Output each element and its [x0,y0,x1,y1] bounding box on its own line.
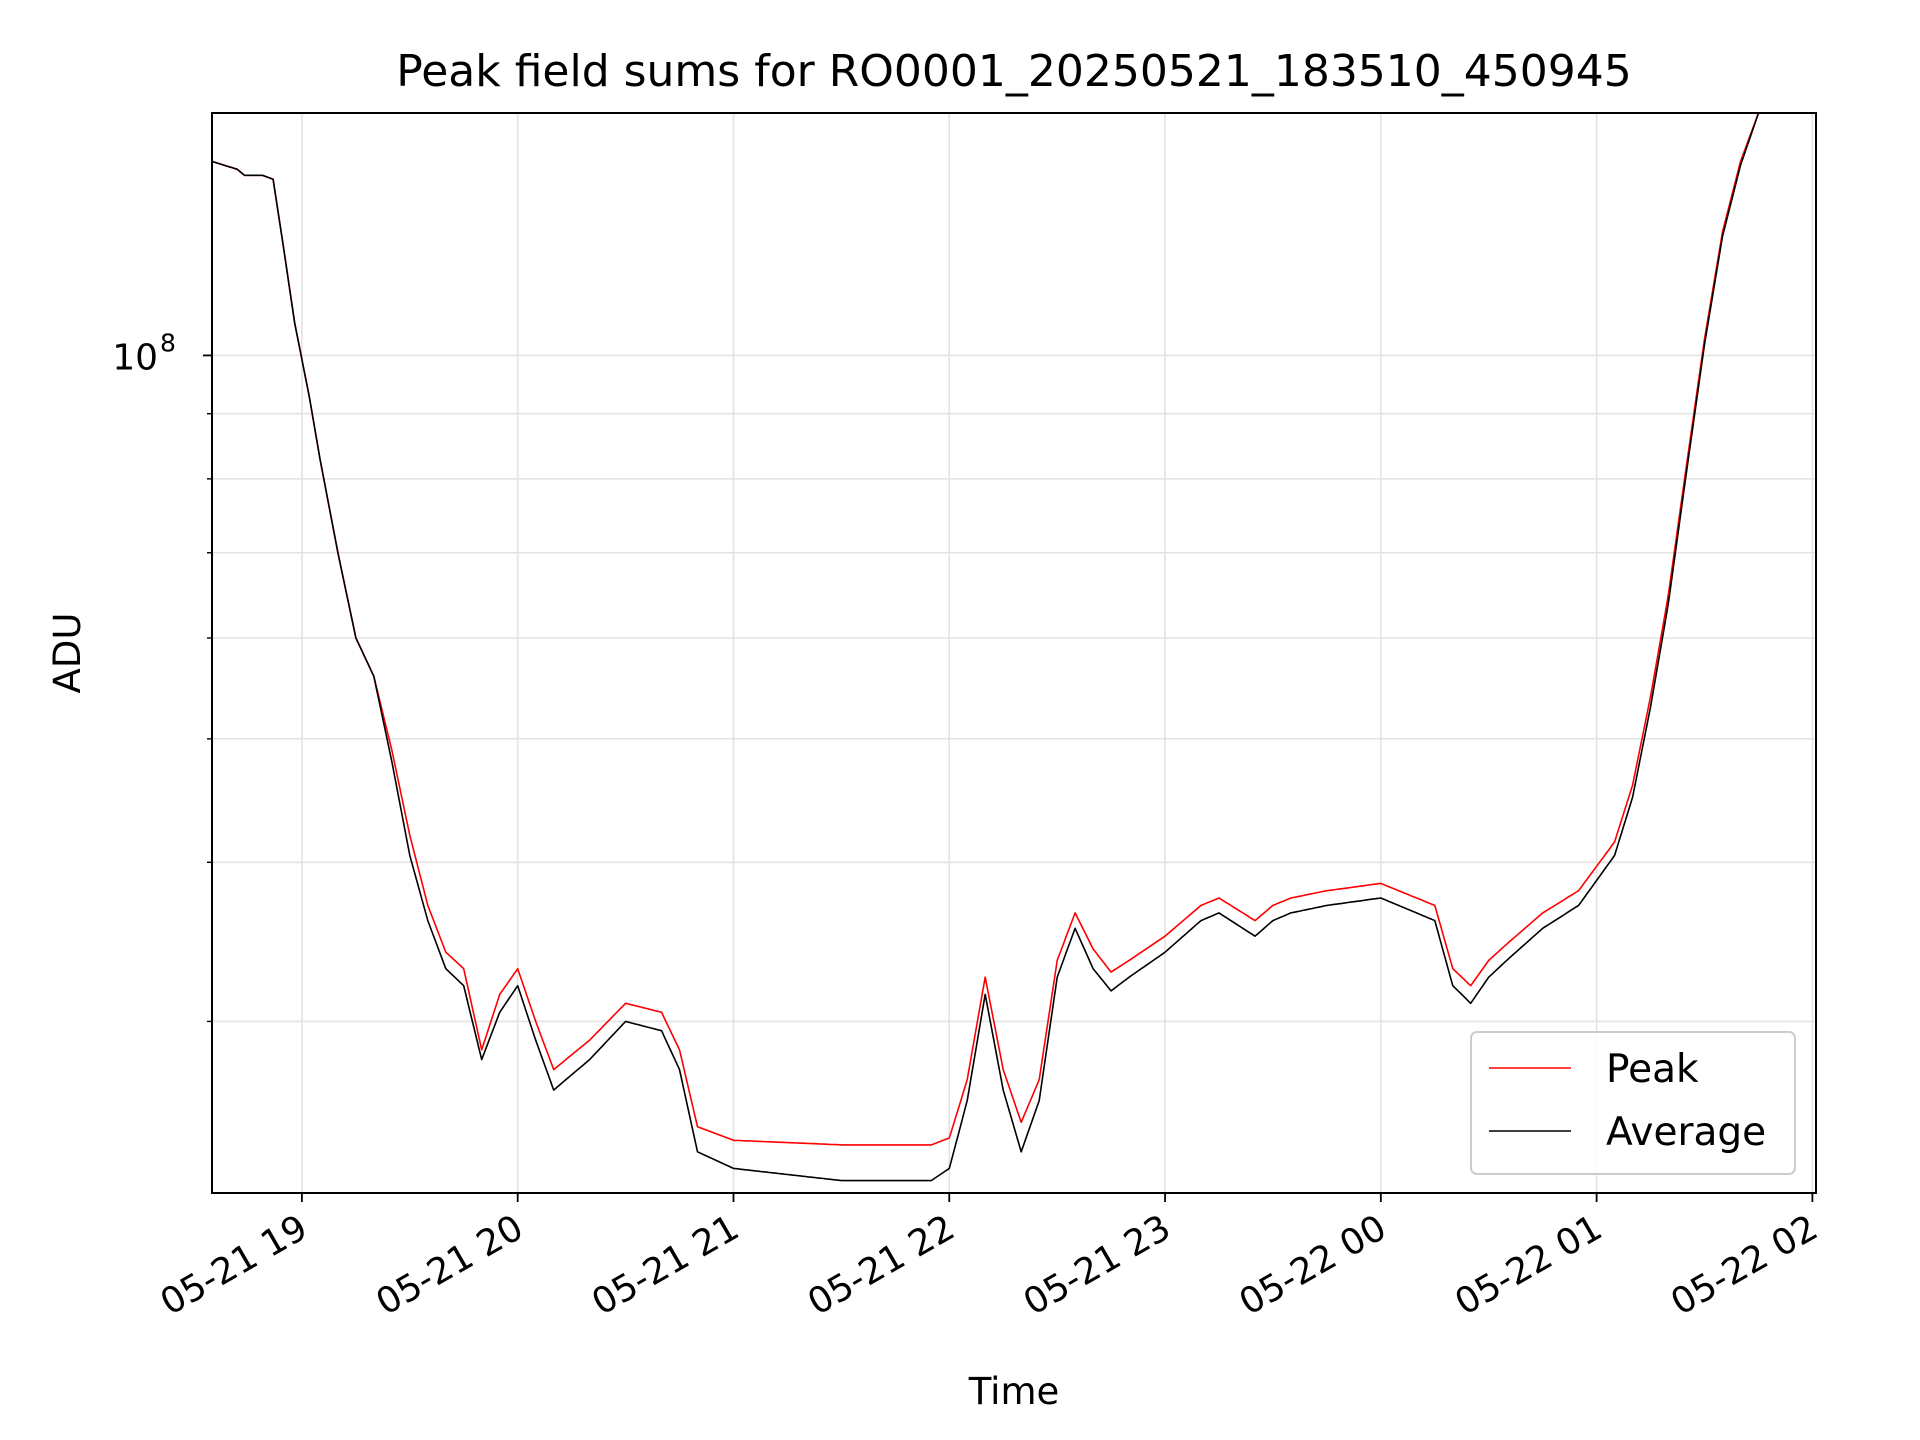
legend-label-average: Average [1606,1110,1766,1155]
x-axis-label: Time [968,1370,1060,1413]
legend: Peak Average [1470,1031,1796,1175]
y-tick-label: 10 [112,337,158,378]
plot-frame [211,112,1817,1194]
chart-title: Peak field sums for RO0001_20250521_1835… [396,46,1632,97]
y-axis-label: ADU [46,613,89,694]
y-tick-label-exponent: 8 [160,328,176,357]
series-line-average [211,112,1816,1182]
series-line-peak [211,112,1816,1146]
y-axis: 10 8 [112,328,212,1023]
legend-label-peak: Peak [1606,1047,1699,1092]
series-layer [211,112,1816,1182]
gridlines [212,113,1816,1193]
